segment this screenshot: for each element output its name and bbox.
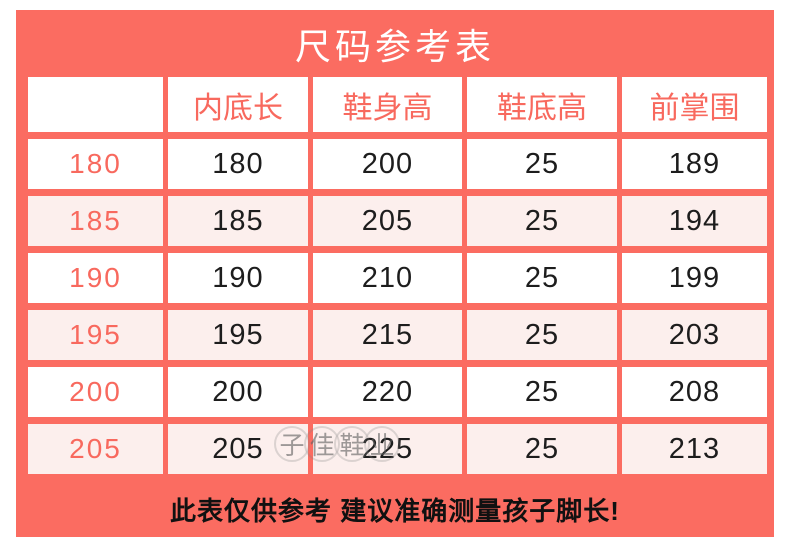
table-cell: 213 xyxy=(622,424,767,474)
table-cell: 194 xyxy=(622,196,767,246)
size-chart-panel: 尺码参考表 内底长 鞋身高 鞋底高 前掌围 180 180 200 25 189… xyxy=(16,10,774,537)
table-cell: 180 xyxy=(168,139,308,189)
table-cell: 25 xyxy=(467,196,617,246)
table-cell: 199 xyxy=(622,253,767,303)
row-size-label: 205 xyxy=(28,424,163,474)
table-cell: 200 xyxy=(313,139,462,189)
column-header-forefoot-girth: 前掌围 xyxy=(622,77,767,132)
row-size-label: 180 xyxy=(28,139,163,189)
table-cell: 215 xyxy=(313,310,462,360)
row-size-label: 200 xyxy=(28,367,163,417)
table-cell: 225 xyxy=(313,424,462,474)
table-cell: 208 xyxy=(622,367,767,417)
table-cell: 220 xyxy=(313,367,462,417)
table-cell: 185 xyxy=(168,196,308,246)
table-cell: 190 xyxy=(168,253,308,303)
row-size-label: 190 xyxy=(28,253,163,303)
row-size-label: 195 xyxy=(28,310,163,360)
table-cell: 210 xyxy=(313,253,462,303)
row-size-label: 185 xyxy=(28,196,163,246)
footer-note: 此表仅供参考 建议准确测量孩子脚长! xyxy=(170,495,620,526)
table-cell: 25 xyxy=(467,424,617,474)
table-cell: 203 xyxy=(622,310,767,360)
table-cell: 25 xyxy=(467,139,617,189)
corner-cell xyxy=(28,77,163,132)
table-cell: 25 xyxy=(467,367,617,417)
table-cell: 25 xyxy=(467,253,617,303)
column-header-shoe-height: 鞋身高 xyxy=(313,77,462,132)
table-cell: 189 xyxy=(622,139,767,189)
table-cell: 25 xyxy=(467,310,617,360)
table-cell: 205 xyxy=(313,196,462,246)
table-cell: 205 xyxy=(168,424,308,474)
column-header-insole-length: 内底长 xyxy=(168,77,308,132)
table-cell: 195 xyxy=(168,310,308,360)
table-cell: 200 xyxy=(168,367,308,417)
chart-title: 尺码参考表 xyxy=(294,25,495,67)
size-table: 内底长 鞋身高 鞋底高 前掌围 180 180 200 25 189 185 1… xyxy=(28,77,767,474)
column-header-sole-height: 鞋底高 xyxy=(467,77,617,132)
